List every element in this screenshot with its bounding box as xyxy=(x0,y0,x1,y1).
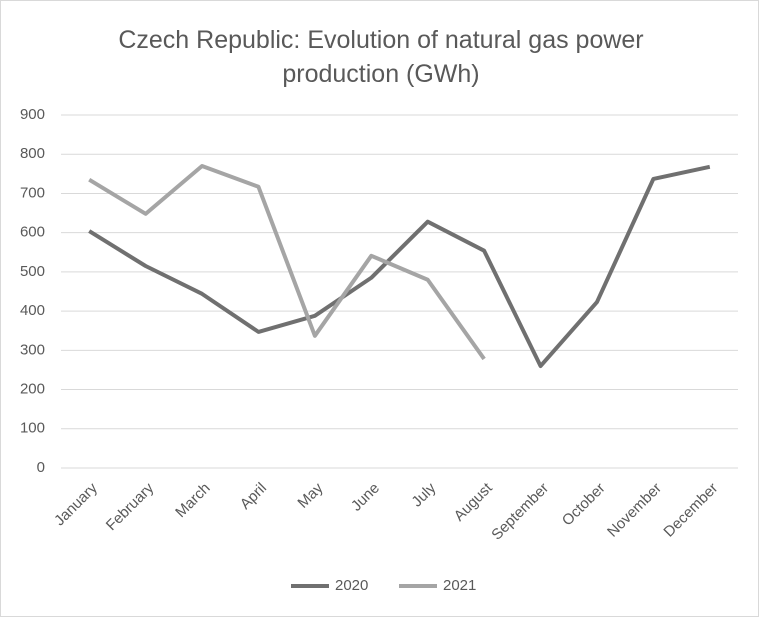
legend-label: 2020 xyxy=(335,577,368,594)
y-tick-label: 200 xyxy=(20,381,45,398)
chart-title: Czech Republic: Evolution of natural gas… xyxy=(118,26,644,88)
x-tick-label: April xyxy=(237,480,270,513)
y-tick-label: 400 xyxy=(20,302,45,319)
x-tick-label: May xyxy=(294,479,326,511)
x-tick-label: October xyxy=(559,480,609,530)
x-tick-label: November xyxy=(604,480,665,541)
legend-label: 2021 xyxy=(443,577,476,594)
x-tick-label: September xyxy=(488,480,552,544)
y-tick-label: 500 xyxy=(20,263,45,280)
y-tick-label: 800 xyxy=(20,145,45,162)
x-tick-label: February xyxy=(103,479,158,534)
x-tick-label: June xyxy=(348,480,383,515)
x-tick-label: August xyxy=(451,479,497,525)
x-tick-label: July xyxy=(408,479,439,510)
x-tick-label: March xyxy=(172,480,213,521)
y-tick-label: 100 xyxy=(20,420,45,437)
x-tick-label: January xyxy=(51,479,101,529)
y-tick-label: 0 xyxy=(37,459,45,476)
line-series xyxy=(88,164,711,369)
y-tick-label: 700 xyxy=(20,184,45,201)
x-tick-label: December xyxy=(660,480,721,541)
y-tick-label: 600 xyxy=(20,224,45,241)
y-tick-label: 300 xyxy=(20,341,45,358)
line-series xyxy=(88,163,486,361)
y-tick-label: 900 xyxy=(20,106,45,123)
